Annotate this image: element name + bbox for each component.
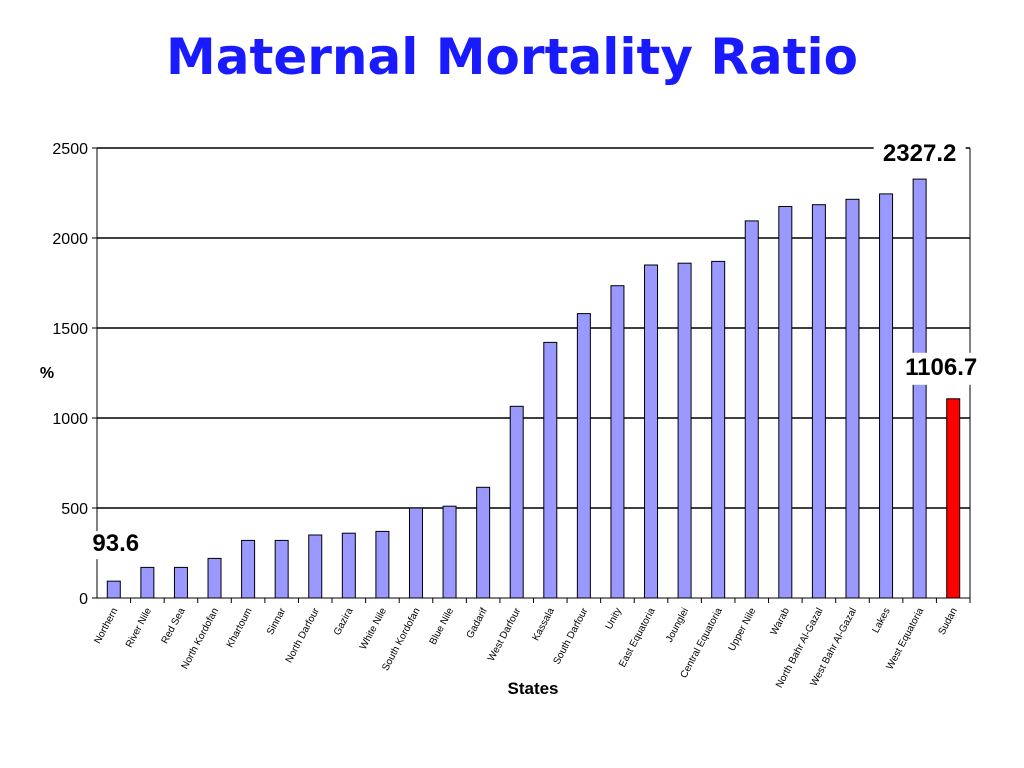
x-tick-label: Sinnar xyxy=(265,606,289,637)
y-tick-label: 0 xyxy=(79,591,88,608)
x-tick-label: Sudan xyxy=(937,606,960,637)
data-label-background xyxy=(895,352,988,385)
bar-lakes xyxy=(879,193,894,599)
x-axis-label: States xyxy=(507,679,558,698)
y-tick-label: 2500 xyxy=(52,141,88,158)
bar-sinnar xyxy=(274,539,289,599)
x-tick-label: Gazira xyxy=(332,606,356,638)
bar-north-kordofan xyxy=(207,557,222,599)
bar-north-bahr-al-gazal xyxy=(811,204,826,599)
bar-south-darfour xyxy=(576,313,591,599)
bar-jounglei xyxy=(677,262,692,599)
x-tick-label: East Equatoria xyxy=(617,606,658,669)
bar-north-darfour xyxy=(308,534,323,599)
x-tick-label: Gadarif xyxy=(465,606,490,640)
chart-title: Maternal Mortality Ratio xyxy=(165,28,859,86)
x-tick-label: Unity xyxy=(604,606,624,631)
bar-central-equatoria xyxy=(711,260,726,599)
x-tick-label: South Darfour xyxy=(552,606,591,667)
bar-upper-nile xyxy=(744,220,759,599)
bar-river-nile xyxy=(140,566,155,599)
y-tick-label: 1500 xyxy=(52,321,88,338)
bar-khartoum xyxy=(241,539,256,599)
y-tick-label: 500 xyxy=(61,501,88,518)
data-label-background xyxy=(873,139,966,170)
x-tick-label: North Darfour xyxy=(284,606,322,665)
bar-gadarif xyxy=(476,486,491,599)
x-tick-label: Blue Nile xyxy=(428,606,457,647)
data-label: 93.6 xyxy=(92,530,139,557)
x-tick-label: North Kordofan xyxy=(180,606,222,671)
x-tick-label: Red Sea xyxy=(160,606,188,646)
bar-unity xyxy=(610,285,625,599)
bar-kassala xyxy=(543,341,558,599)
bar-northern xyxy=(106,580,121,599)
x-tick-label: Kassala xyxy=(531,606,558,643)
y-tick-label: 1000 xyxy=(52,411,88,428)
x-tick-label: West Darfour xyxy=(486,606,524,664)
bar-west-equatoria xyxy=(912,178,927,599)
data-label: 1106.7 xyxy=(905,354,977,381)
x-tick-label: Jounglei xyxy=(664,606,691,644)
x-tick-label: Northern xyxy=(92,606,120,646)
bar-west-darfour xyxy=(509,405,524,599)
x-tick-label: Lakes xyxy=(870,606,892,635)
bar-west-bahr-al-gazal xyxy=(845,198,860,599)
y-tick-label: 2000 xyxy=(52,231,88,248)
bar-east-equatoria xyxy=(644,264,659,599)
bar-warab xyxy=(778,206,793,599)
bar-south-kordofan xyxy=(408,507,423,599)
data-label-background xyxy=(85,531,148,560)
data-label: 2327.2 xyxy=(883,140,956,167)
x-tick-label: River Nile xyxy=(124,606,154,650)
x-tick-label: West Equatoria xyxy=(885,606,927,672)
x-tick-label: White Nile xyxy=(358,606,389,652)
x-tick-label: South Kordofan xyxy=(380,606,422,673)
bar-sudan xyxy=(946,398,961,599)
x-tick-label: Upper Nile xyxy=(727,606,759,653)
bar-red-sea xyxy=(173,566,188,599)
bar-gazira xyxy=(341,532,356,599)
bar-white-nile xyxy=(375,530,390,599)
x-tick-label: Warab xyxy=(769,606,793,637)
y-axis-label: % xyxy=(40,365,54,382)
x-tick-label: Khartoum xyxy=(225,606,255,649)
bar-blue-nile xyxy=(442,505,457,599)
